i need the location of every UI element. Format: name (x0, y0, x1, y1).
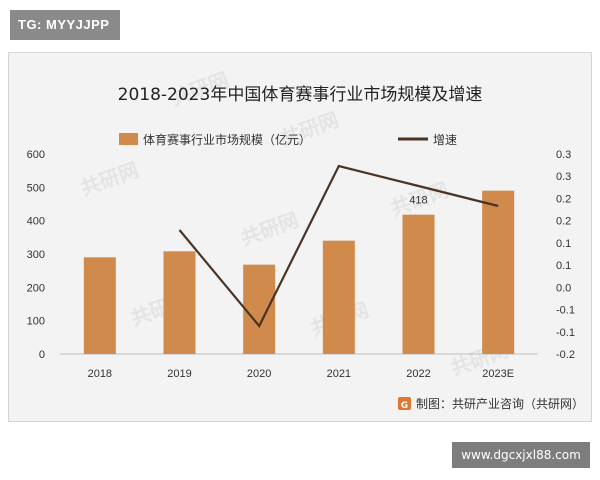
x-tick-label: 2019 (167, 368, 191, 380)
x-tick-label: 2022 (406, 368, 430, 380)
y-left-tick-label: 500 (27, 182, 45, 194)
bar-2021 (322, 240, 355, 354)
y-right-tick-label: 0.0 (556, 282, 571, 294)
tag-label: TG: MYYJJPP (10, 10, 120, 40)
x-tick-label: 2018 (88, 368, 112, 380)
bar-2023E (482, 190, 515, 354)
legend-bar-label: 体育赛事行业市场规模（亿元） (143, 132, 311, 147)
bar-2022 (402, 214, 435, 354)
y-left-tick-label: 0 (39, 349, 45, 361)
y-left-tick-label: 300 (27, 249, 45, 261)
chart-title: 2018-2023年中国体育赛事行业市场规模及增速 (118, 84, 483, 105)
y-right-tick-label: 0.1 (556, 260, 571, 272)
legend-bar-swatch (119, 133, 138, 145)
y-left-tick-label: 100 (27, 316, 45, 328)
source-text: 制图：共研产业咨询（共研网） (416, 396, 584, 411)
x-tick-label: 2021 (327, 368, 351, 380)
y-left-tick-label: 400 (27, 216, 45, 228)
site-url: www.dgcxjxl88.com (452, 442, 590, 468)
growth-line (178, 164, 499, 329)
bar-2020 (243, 264, 276, 354)
y-right-tick-label: -0.1 (556, 305, 575, 317)
y-right-tick-label: 0.2 (556, 193, 571, 205)
x-tick-label: 2023E (482, 368, 514, 380)
bar-2019 (163, 251, 196, 354)
y-right-tick-label: -0.1 (556, 327, 575, 339)
logo-icon (398, 397, 411, 410)
y-right-tick-label: 0.2 (556, 216, 571, 228)
logo-letter: G (401, 401, 408, 411)
y-right-tick-label: -0.2 (556, 349, 575, 361)
y-right-tick-label: 0.3 (556, 149, 571, 161)
y-right-tick-label: 0.3 (556, 171, 571, 183)
x-tick-label: 2020 (247, 368, 271, 380)
bar-2018 (83, 257, 116, 354)
bar-data-label: 418 (409, 195, 427, 207)
y-left-tick-label: 600 (27, 149, 45, 161)
legend-line-label: 增速 (433, 133, 457, 147)
y-right-tick-label: 0.1 (556, 238, 571, 250)
y-left-tick-label: 200 (27, 282, 45, 294)
